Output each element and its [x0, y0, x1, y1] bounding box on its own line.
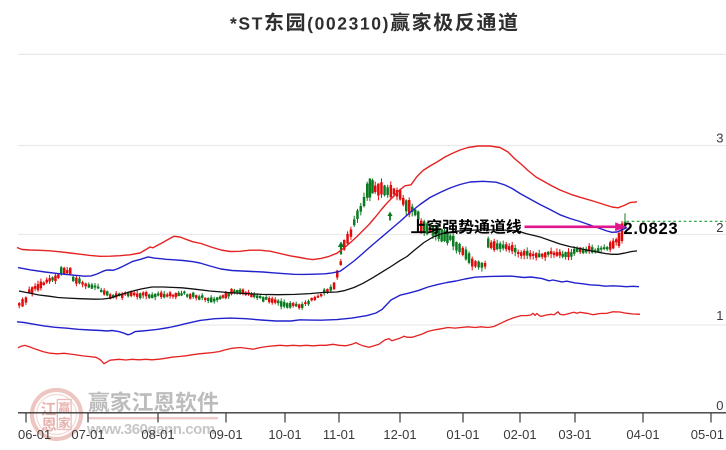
svg-text:3: 3 — [716, 131, 723, 146]
svg-text:10-01: 10-01 — [268, 427, 301, 442]
svg-text:www.360gann.com: www.360gann.com — [86, 421, 215, 438]
svg-text:11-01: 11-01 — [323, 427, 355, 442]
svg-text:01-01: 01-01 — [446, 427, 479, 442]
svg-text:07-01: 07-01 — [71, 427, 104, 442]
svg-text:1: 1 — [716, 308, 723, 323]
svg-text:2.0823: 2.0823 — [623, 219, 678, 238]
svg-text:2: 2 — [716, 220, 723, 235]
svg-text:12-01: 12-01 — [383, 427, 416, 442]
svg-text:06-01: 06-01 — [18, 427, 51, 442]
svg-text:03-01: 03-01 — [558, 427, 591, 442]
svg-text:04-01: 04-01 — [626, 427, 659, 442]
svg-text:09-01: 09-01 — [209, 427, 242, 442]
svg-text:0: 0 — [716, 398, 723, 413]
svg-text:08-01: 08-01 — [141, 427, 174, 442]
svg-text:02-01: 02-01 — [503, 427, 536, 442]
svg-text:05-01: 05-01 — [691, 427, 724, 442]
